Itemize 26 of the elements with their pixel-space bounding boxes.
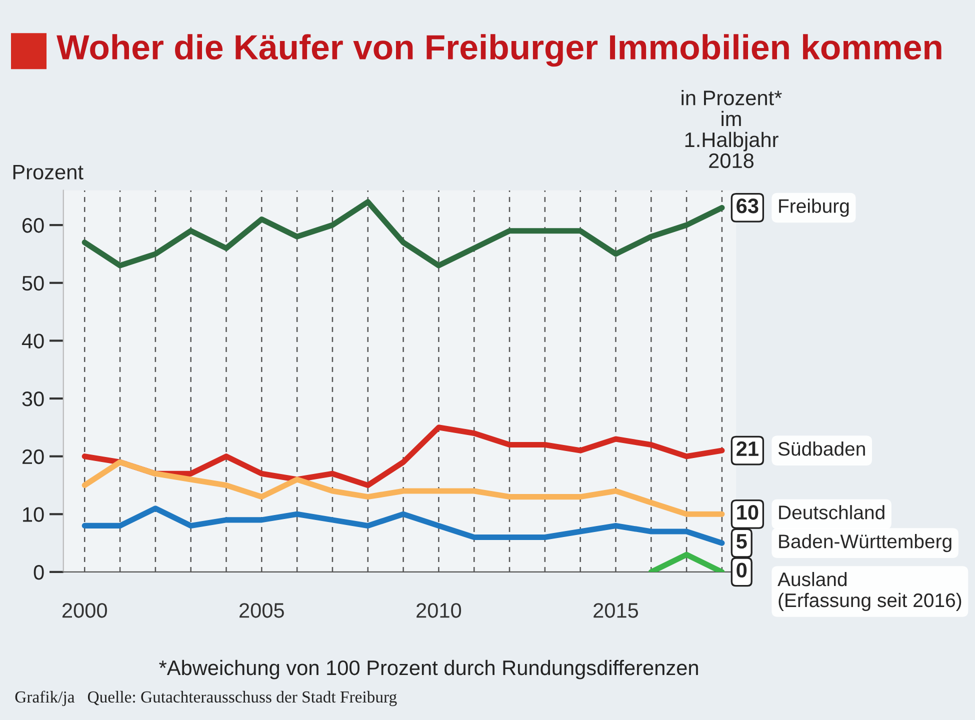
y-tick-label: 10	[23, 507, 44, 522]
y-tick-label: 40	[22, 334, 44, 348]
y-tick-label: 30	[22, 392, 44, 406]
text: *Abweichung von 100 Prozent durch Rundungsdifferenzen	[159, 660, 698, 680]
text: Ausland (Erfassung seit 2016)	[778, 572, 962, 612]
data-label: 10	[737, 504, 758, 520]
text: Grafik/ja Quelle: Gutachterausschuss der Stadt Freiburg	[15, 690, 397, 706]
y-tick-label: 20	[22, 449, 44, 464]
chart-title: Woher die Käufer von Freiburger Immobilien kommen	[56, 34, 942, 67]
x-tick-label: 2000	[62, 603, 107, 618]
text: in Prozent* im 1.Halbjahr 2018	[682, 90, 782, 168]
y-tick-label: 50	[22, 276, 44, 291]
text: Südbaden	[778, 441, 865, 456]
x-tick-label: 2015	[594, 603, 638, 618]
data-label: 63	[736, 198, 758, 214]
data-label: 0	[736, 562, 747, 578]
data-label: 5	[736, 534, 747, 549]
text: Freiburg	[779, 198, 849, 217]
x-tick-label: 2010	[416, 603, 462, 618]
x-tick-label: 2005	[240, 603, 284, 618]
y-tick-label: 60	[22, 218, 44, 233]
text: Baden-Württemberg	[779, 534, 952, 552]
y-axis-title: Prozent	[13, 164, 84, 180]
data-label: 21	[736, 441, 758, 456]
y-tick-label: 0	[34, 564, 44, 580]
text: Deutschland	[779, 505, 884, 520]
